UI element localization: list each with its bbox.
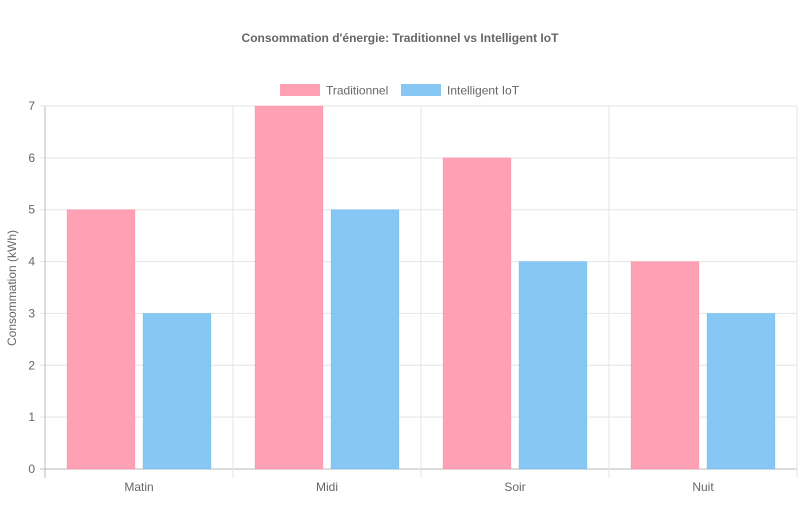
bar-intelligent-iot [518, 261, 588, 470]
axes: 0 1 2 3 4 5 6 7 Matin Midi Soir Nuit [28, 99, 714, 494]
bar-intelligent-iot [142, 313, 212, 470]
bars [66, 105, 776, 470]
y-axis-label: Consommation (kWh) [5, 230, 19, 346]
bar-traditionnel [254, 105, 324, 470]
bar-traditionnel [442, 157, 512, 470]
legend-swatch [280, 84, 320, 96]
legend: Traditionnel Intelligent IoT [280, 84, 520, 98]
y-tick-label: 2 [28, 358, 35, 372]
y-tick-label: 7 [28, 99, 35, 113]
y-tick-label: 6 [28, 151, 35, 165]
bar-traditionnel [630, 261, 700, 470]
legend-label: Intelligent IoT [447, 84, 520, 98]
x-tick-label: Matin [124, 480, 153, 494]
legend-label: Traditionnel [326, 84, 388, 98]
bar-traditionnel [66, 209, 136, 470]
y-tick-label: 4 [28, 255, 35, 269]
x-tick-label: Midi [316, 480, 338, 494]
bar-intelligent-iot [330, 209, 400, 470]
legend-swatch [401, 84, 441, 96]
x-tick-label: Nuit [692, 480, 714, 494]
x-tick-label: Soir [504, 480, 525, 494]
y-tick-label: 3 [28, 306, 35, 320]
chart-title: Consommation d'énergie: Traditionnel vs … [242, 31, 560, 45]
y-tick-label: 1 [28, 410, 35, 424]
y-tick-label: 0 [28, 462, 35, 476]
y-tick-label: 5 [28, 203, 35, 217]
bar-intelligent-iot [706, 313, 776, 470]
